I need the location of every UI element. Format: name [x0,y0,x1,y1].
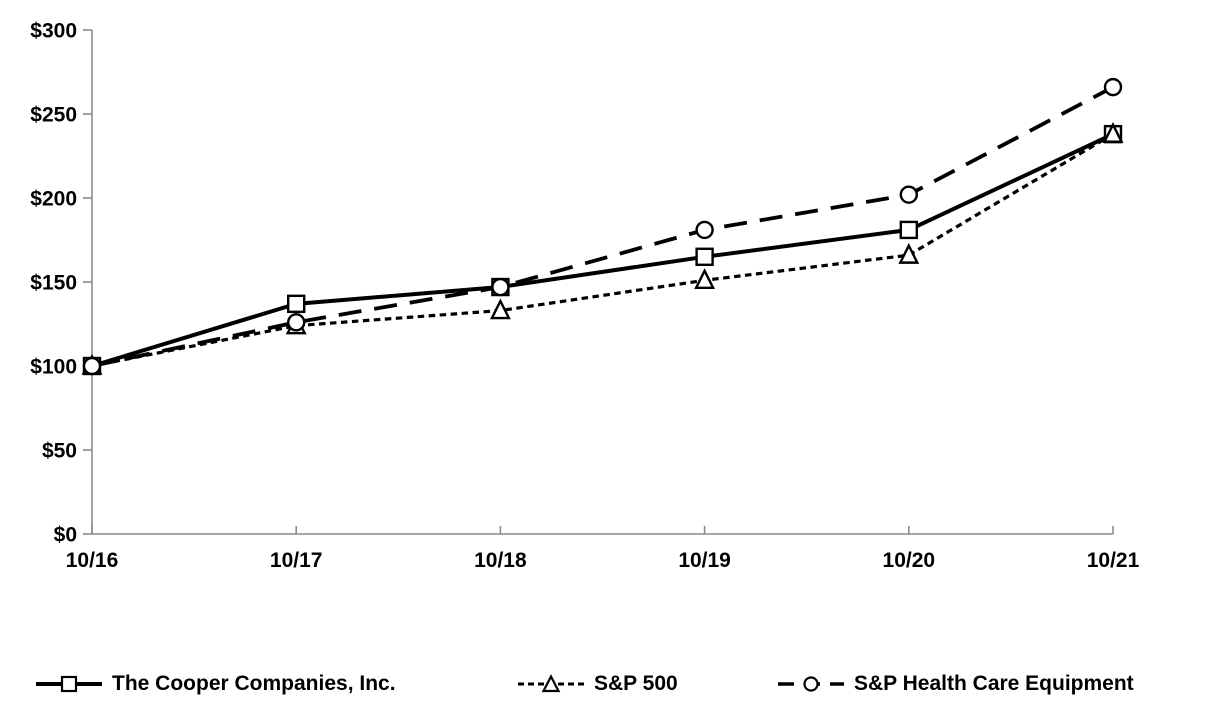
svg-text:10/19: 10/19 [678,549,731,572]
svg-text:$300: $300 [30,20,77,43]
svg-text:10/21: 10/21 [1087,549,1140,572]
legend-item-sp-health-care-equipment: S&P Health Care Equipment [777,668,1134,700]
svg-text:10/18: 10/18 [474,549,527,572]
line-chart-plot-area: $0 $50 $100 $150 $200 $250 $300 10/16 10/17 10/18… [30,20,1140,573]
svg-text:$100: $100 [30,356,77,379]
svg-text:$50: $50 [42,440,77,463]
svg-text:$150: $150 [30,272,77,295]
solid-line-square-marker-icon [36,675,102,693]
svg-text:$200: $200 [30,188,77,211]
chart-legend: The Cooper Companies, Inc. S&P 500 S&P H… [0,668,1211,700]
legend-item-cooper-companies: The Cooper Companies, Inc. [35,668,396,700]
long-dash-line-circle-marker-icon [778,676,844,692]
svg-text:10/16: 10/16 [66,549,119,572]
legend-label-sp-health-care-equipment: S&P Health Care Equipment [854,672,1134,695]
legend-label-cooper-companies: The Cooper Companies, Inc. [112,672,396,695]
svg-text:$0: $0 [54,524,77,547]
legend-label-sp500: S&P 500 [594,672,678,695]
svg-text:10/20: 10/20 [883,549,936,572]
short-dash-line-triangle-marker-icon [518,674,584,693]
svg-text:10/17: 10/17 [270,549,323,572]
svg-text:$250: $250 [30,104,77,127]
legend-item-sp500: S&P 500 [517,668,678,700]
